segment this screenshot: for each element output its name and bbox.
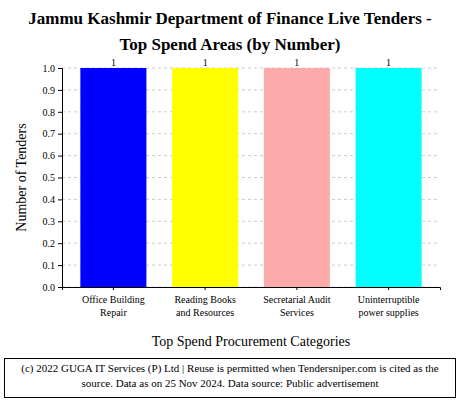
y-tick-mark — [58, 90, 62, 91]
x-tick: Reading Books and Resources — [174, 287, 235, 318]
text-line: Services — [280, 307, 314, 318]
y-tick-label: 0.9 — [43, 85, 56, 96]
y-tick-label: 0.4 — [43, 194, 56, 205]
bar — [80, 68, 146, 287]
x-axis: Office Building Repair Reading Books and Re… — [63, 287, 441, 318]
y-tick-label: 0.8 — [43, 107, 56, 118]
y-tick-label: 0.6 — [43, 150, 56, 161]
chart-title: Jammu Kashmir Department of Finance Live… — [28, 9, 432, 54]
x-tick-label: Secretarial Audit Services — [263, 294, 331, 318]
bars — [80, 68, 421, 287]
data-label: 1 — [386, 57, 391, 68]
x-tick: Office Building Repair — [82, 287, 145, 318]
y-tick-mark — [58, 243, 62, 244]
y-tick-label: 0.3 — [43, 216, 56, 227]
grid — [62, 68, 440, 287]
text-line: Repair — [100, 307, 127, 318]
y-tick: 0.9 — [43, 85, 63, 96]
y-tick-label: 1.0 — [43, 63, 56, 74]
y-tick-mark — [58, 178, 62, 179]
chart-svg: Jammu Kashmir Department of Finance Live… — [0, 0, 460, 400]
x-tick-label: Reading Books and Resources — [174, 294, 235, 318]
text-line: power supplies — [358, 307, 418, 318]
footer: (c) 2022 GUGA IT Services (P) Ltd | Reus… — [21, 362, 439, 389]
x-axis-line — [63, 288, 441, 291]
x-tick-mark — [113, 287, 114, 290]
y-tick: 0.0 — [43, 282, 63, 293]
text-line: Jammu Kashmir Department of Finance Live… — [28, 9, 432, 28]
y-tick-label: 0.0 — [43, 282, 56, 293]
text-line: source. Data as on 25 Nov 2024. Data sou… — [82, 377, 379, 389]
footer-box — [5, 359, 456, 398]
y-tick: 1.0 — [43, 63, 63, 74]
bar — [172, 68, 238, 287]
data-labels: 1 1 1 1 — [111, 57, 391, 68]
x-tick: Uninterruptible power supplies — [358, 287, 420, 318]
text-line: Top Spend Areas (by Number) — [119, 35, 340, 54]
text-line: (c) 2022 GUGA IT Services (P) Ltd | Reus… — [21, 362, 439, 375]
y-tick-mark — [58, 68, 62, 69]
x-tick-mark — [296, 287, 297, 290]
y-tick: 0.8 — [43, 107, 63, 118]
y-tick-mark — [58, 221, 62, 222]
bar — [264, 68, 330, 287]
y-axis-line — [58, 69, 63, 288]
text-line: Secretarial Audit — [263, 294, 331, 305]
y-tick: 0.1 — [43, 260, 63, 271]
data-label: 1 — [203, 57, 208, 68]
x-tick-label: Office Building Repair — [82, 294, 145, 318]
y-tick: 0.7 — [43, 128, 63, 139]
y-tick-label: 0.7 — [43, 128, 56, 139]
y-tick: 0.4 — [43, 194, 63, 205]
y-tick-mark — [58, 156, 62, 157]
text-line: Reading Books — [174, 294, 235, 305]
text-line: Office Building — [82, 294, 145, 305]
y-tick-label: 0.2 — [43, 238, 56, 249]
y-tick: 0.6 — [43, 150, 63, 161]
x-axis-title: Top Spend Procurement Categories — [152, 334, 350, 349]
y-tick: 0.2 — [43, 238, 63, 249]
y-tick-mark — [58, 287, 62, 288]
y-tick: 0.5 — [43, 172, 63, 183]
bar — [356, 68, 422, 287]
text-line: and Resources — [176, 307, 234, 318]
y-axis: 0.0 0.1 0.2 0.3 0.4 0.5 0.6 0.7 0.8 0.9 1.0 — [43, 63, 63, 293]
y-tick-mark — [58, 265, 62, 266]
text-line: Uninterruptible — [358, 294, 420, 305]
data-label: 1 — [111, 57, 116, 68]
y-tick-label: 0.5 — [43, 172, 56, 183]
x-tick-mark — [205, 287, 206, 290]
y-tick-mark — [58, 199, 62, 200]
x-tick-label: Uninterruptible power supplies — [358, 294, 420, 318]
y-axis-title: Number of Tenders — [14, 123, 29, 231]
x-tick: Secretarial Audit Services — [263, 287, 331, 318]
x-tick-mark — [388, 287, 389, 290]
y-tick: 0.3 — [43, 216, 63, 227]
y-tick-label: 0.1 — [43, 260, 56, 271]
data-label: 1 — [294, 57, 299, 68]
y-tick-mark — [58, 134, 62, 135]
y-tick-mark — [58, 112, 62, 113]
